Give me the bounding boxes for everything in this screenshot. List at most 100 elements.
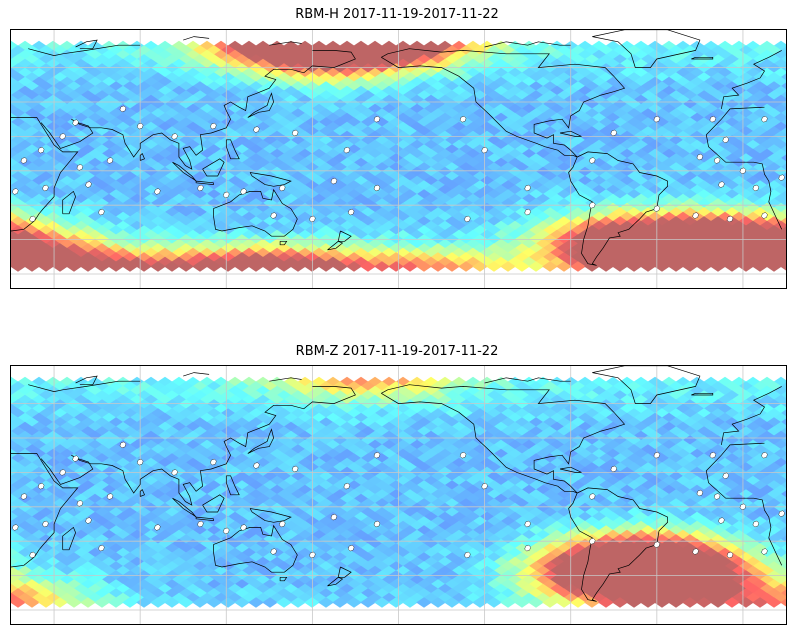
field-cell	[724, 216, 740, 227]
map-rbm-h	[10, 29, 787, 289]
field-cell	[745, 457, 761, 469]
field-cell	[577, 193, 593, 205]
field-cell	[577, 511, 593, 523]
field-cell	[710, 462, 726, 473]
field-cell	[73, 67, 89, 79]
field-cell	[45, 103, 61, 115]
field-cell	[570, 516, 586, 527]
field-cell	[584, 144, 600, 155]
field-cell	[668, 108, 684, 119]
field-cell	[654, 261, 670, 272]
field-cell	[570, 507, 586, 518]
field-cell	[717, 238, 733, 250]
field-cell	[374, 81, 390, 92]
field-cell	[717, 76, 733, 88]
field-cell	[570, 117, 586, 128]
field-cell	[773, 211, 786, 223]
field-cell	[661, 238, 677, 250]
field-cell	[752, 390, 768, 401]
field-cell	[703, 520, 719, 532]
field-cell	[696, 153, 712, 164]
field-cell	[52, 81, 68, 92]
field-cell	[514, 81, 530, 92]
field-cell	[689, 412, 705, 424]
field-cell	[696, 426, 712, 437]
field-cell	[647, 58, 663, 70]
field-cell	[710, 90, 726, 101]
field-cell	[605, 403, 621, 415]
field-cell	[66, 261, 82, 272]
station-marker	[253, 126, 260, 133]
field-cell	[689, 439, 705, 451]
field-cell	[626, 408, 642, 419]
field-cell	[535, 412, 551, 424]
field-cell	[619, 148, 635, 160]
field-cell	[738, 162, 754, 173]
field-cell	[696, 171, 712, 182]
field-cell	[612, 144, 628, 155]
field-cell	[696, 117, 712, 128]
field-cell	[724, 399, 740, 410]
field-cell	[738, 261, 754, 272]
field-cell	[752, 126, 768, 137]
field-cell	[752, 225, 768, 236]
field-cell	[255, 76, 271, 88]
field-cell	[724, 525, 740, 536]
field-cell	[605, 175, 621, 187]
field-cell	[626, 198, 642, 209]
field-cell	[703, 85, 719, 97]
field-cell	[661, 202, 677, 214]
field-cell	[493, 58, 509, 70]
field-cell	[605, 247, 621, 259]
field-cell	[633, 67, 649, 79]
field-cell	[542, 390, 558, 401]
field-cell	[668, 453, 684, 464]
field-cell	[640, 99, 656, 110]
field-cell	[661, 493, 677, 505]
field-cell	[647, 139, 663, 151]
field-cell	[52, 54, 68, 65]
field-cell	[759, 139, 775, 151]
field-cell	[598, 390, 614, 401]
field-cell	[598, 462, 614, 473]
field-cell	[682, 435, 698, 446]
field-cell	[773, 484, 786, 496]
field-cell	[353, 76, 369, 88]
field-cell	[703, 484, 719, 496]
field-cell	[528, 435, 544, 446]
field-cell	[640, 54, 656, 65]
field-cell	[703, 157, 719, 169]
field-cell	[773, 121, 786, 133]
field-cell	[605, 184, 621, 196]
station-marker	[119, 105, 127, 113]
field-cell	[381, 76, 397, 88]
field-cell	[339, 76, 355, 88]
field-cell	[486, 261, 502, 272]
field-cell	[591, 175, 607, 187]
field-cell	[521, 94, 537, 106]
field-cell	[535, 157, 551, 169]
field-cell	[38, 81, 54, 92]
field-cell	[766, 426, 782, 437]
coastline	[183, 36, 210, 41]
field-cell	[101, 58, 117, 70]
field-cell	[773, 67, 786, 79]
field-cell	[605, 40, 621, 52]
field-cell	[269, 76, 285, 88]
field-cell	[661, 49, 677, 61]
field-cell	[626, 507, 642, 518]
station-marker	[330, 177, 338, 185]
field-cell	[773, 376, 786, 388]
field-cell	[682, 189, 698, 200]
field-cell	[472, 81, 488, 92]
field-cell	[290, 261, 306, 272]
field-cell	[332, 81, 348, 92]
map-rbm-z	[10, 365, 787, 625]
field-cell	[759, 193, 775, 205]
field-cell	[612, 189, 628, 200]
field-cell	[738, 417, 754, 428]
station-marker	[72, 119, 79, 126]
field-cell	[535, 103, 551, 115]
field-cell	[598, 117, 614, 128]
field-cell	[577, 166, 593, 178]
